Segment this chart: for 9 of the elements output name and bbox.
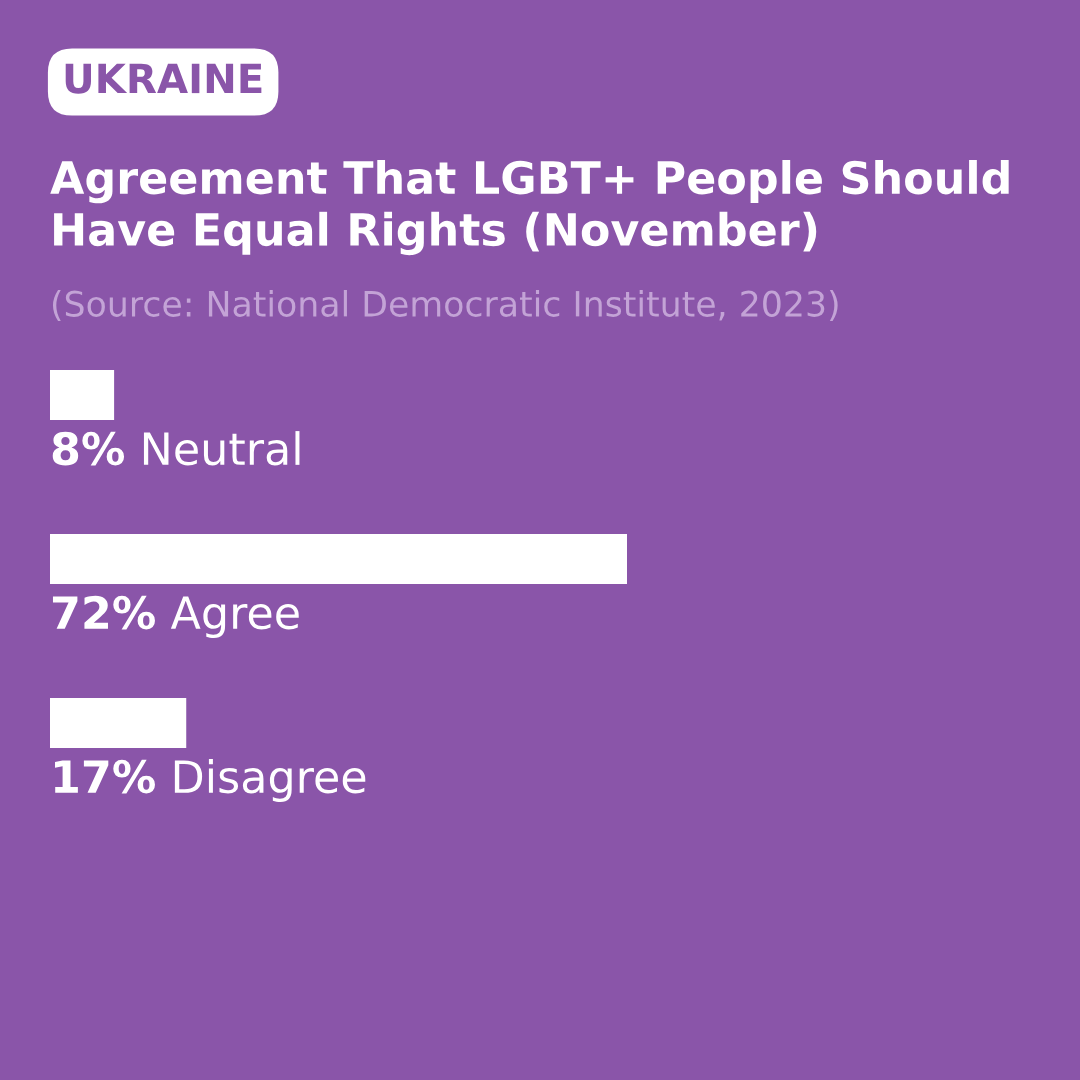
data-label: 72% (52, 595, 155, 630)
data-label: 8% (52, 431, 125, 466)
chart-subtitle: (Source: National Democratic Institute, 2023) (52, 290, 838, 321)
data-label: 17% (55, 759, 155, 794)
y-tick-label: Agree (170, 596, 299, 639)
y-tick-label: Disagree (174, 759, 366, 803)
y-tick-label: Neutral (143, 431, 300, 466)
text: UKRAINE (65, 63, 262, 94)
chart-title: Agreement That LGBT+ People Should Have Equal Rights (November) (50, 160, 1009, 256)
